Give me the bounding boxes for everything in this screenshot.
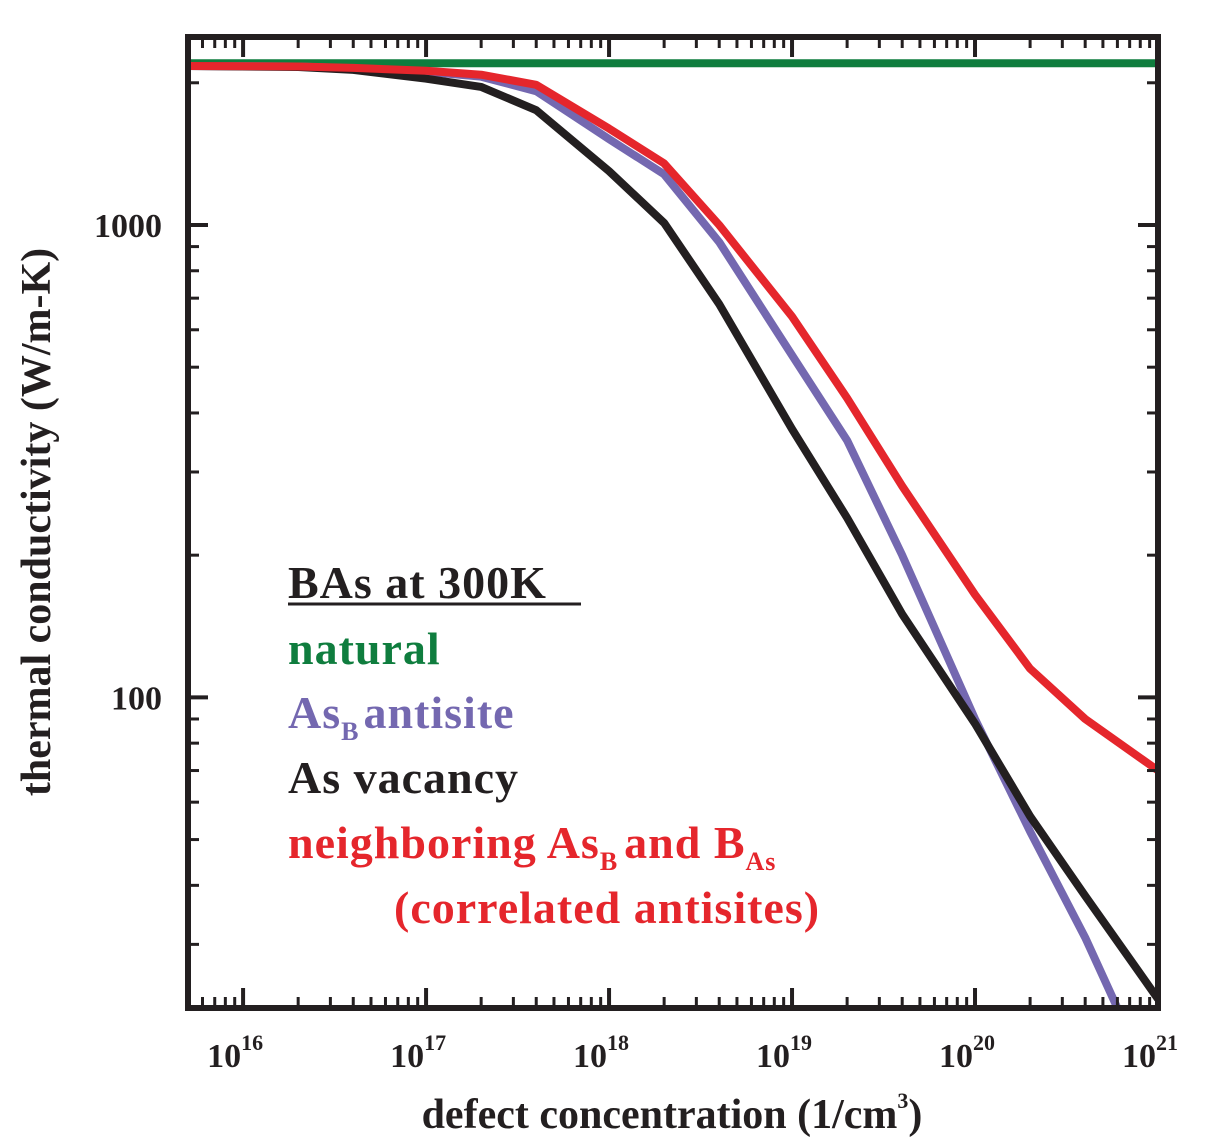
x-tick-label: 1016 [207,1030,263,1075]
legend-entry-antisite: AsBantisite [288,687,515,746]
x-tick-labels: 1016 1017 1018 1019 1020 1021 [207,1030,1178,1075]
x-tick-label: 1019 [756,1030,812,1075]
y-axis-label: thermal conductivity (W/m-K) [14,248,60,796]
legend-title: BAs at 300K [288,557,547,608]
legend-entry-natural: natural [288,623,441,674]
legend-entry-correlated-line2: (correlated antisites) [394,882,820,933]
y-tick-label: 100 [111,680,162,717]
x-axis-label: defect concentration (1/cm3) [422,1088,923,1138]
x-tick-label: 1020 [939,1030,995,1075]
series-vacancy-line [188,62,1158,1002]
x-tick-label: 1017 [390,1030,446,1075]
legend-entry-vacancy: As vacancy [288,752,519,803]
y-tick-label: 1000 [94,208,162,245]
plot-lines [188,59,1158,1008]
series-correlated-line [188,62,1158,774]
plot-frame [185,34,1161,1011]
x-tick-label: 1018 [573,1030,629,1075]
x-tick-label: 1021 [1122,1030,1178,1075]
legend: BAs at 300K natural AsBantisite As vacan… [288,557,820,933]
legend-entry-correlated: neighboring AsB and BAs [288,817,776,876]
y-tick-labels: 100 1000 [94,208,162,717]
